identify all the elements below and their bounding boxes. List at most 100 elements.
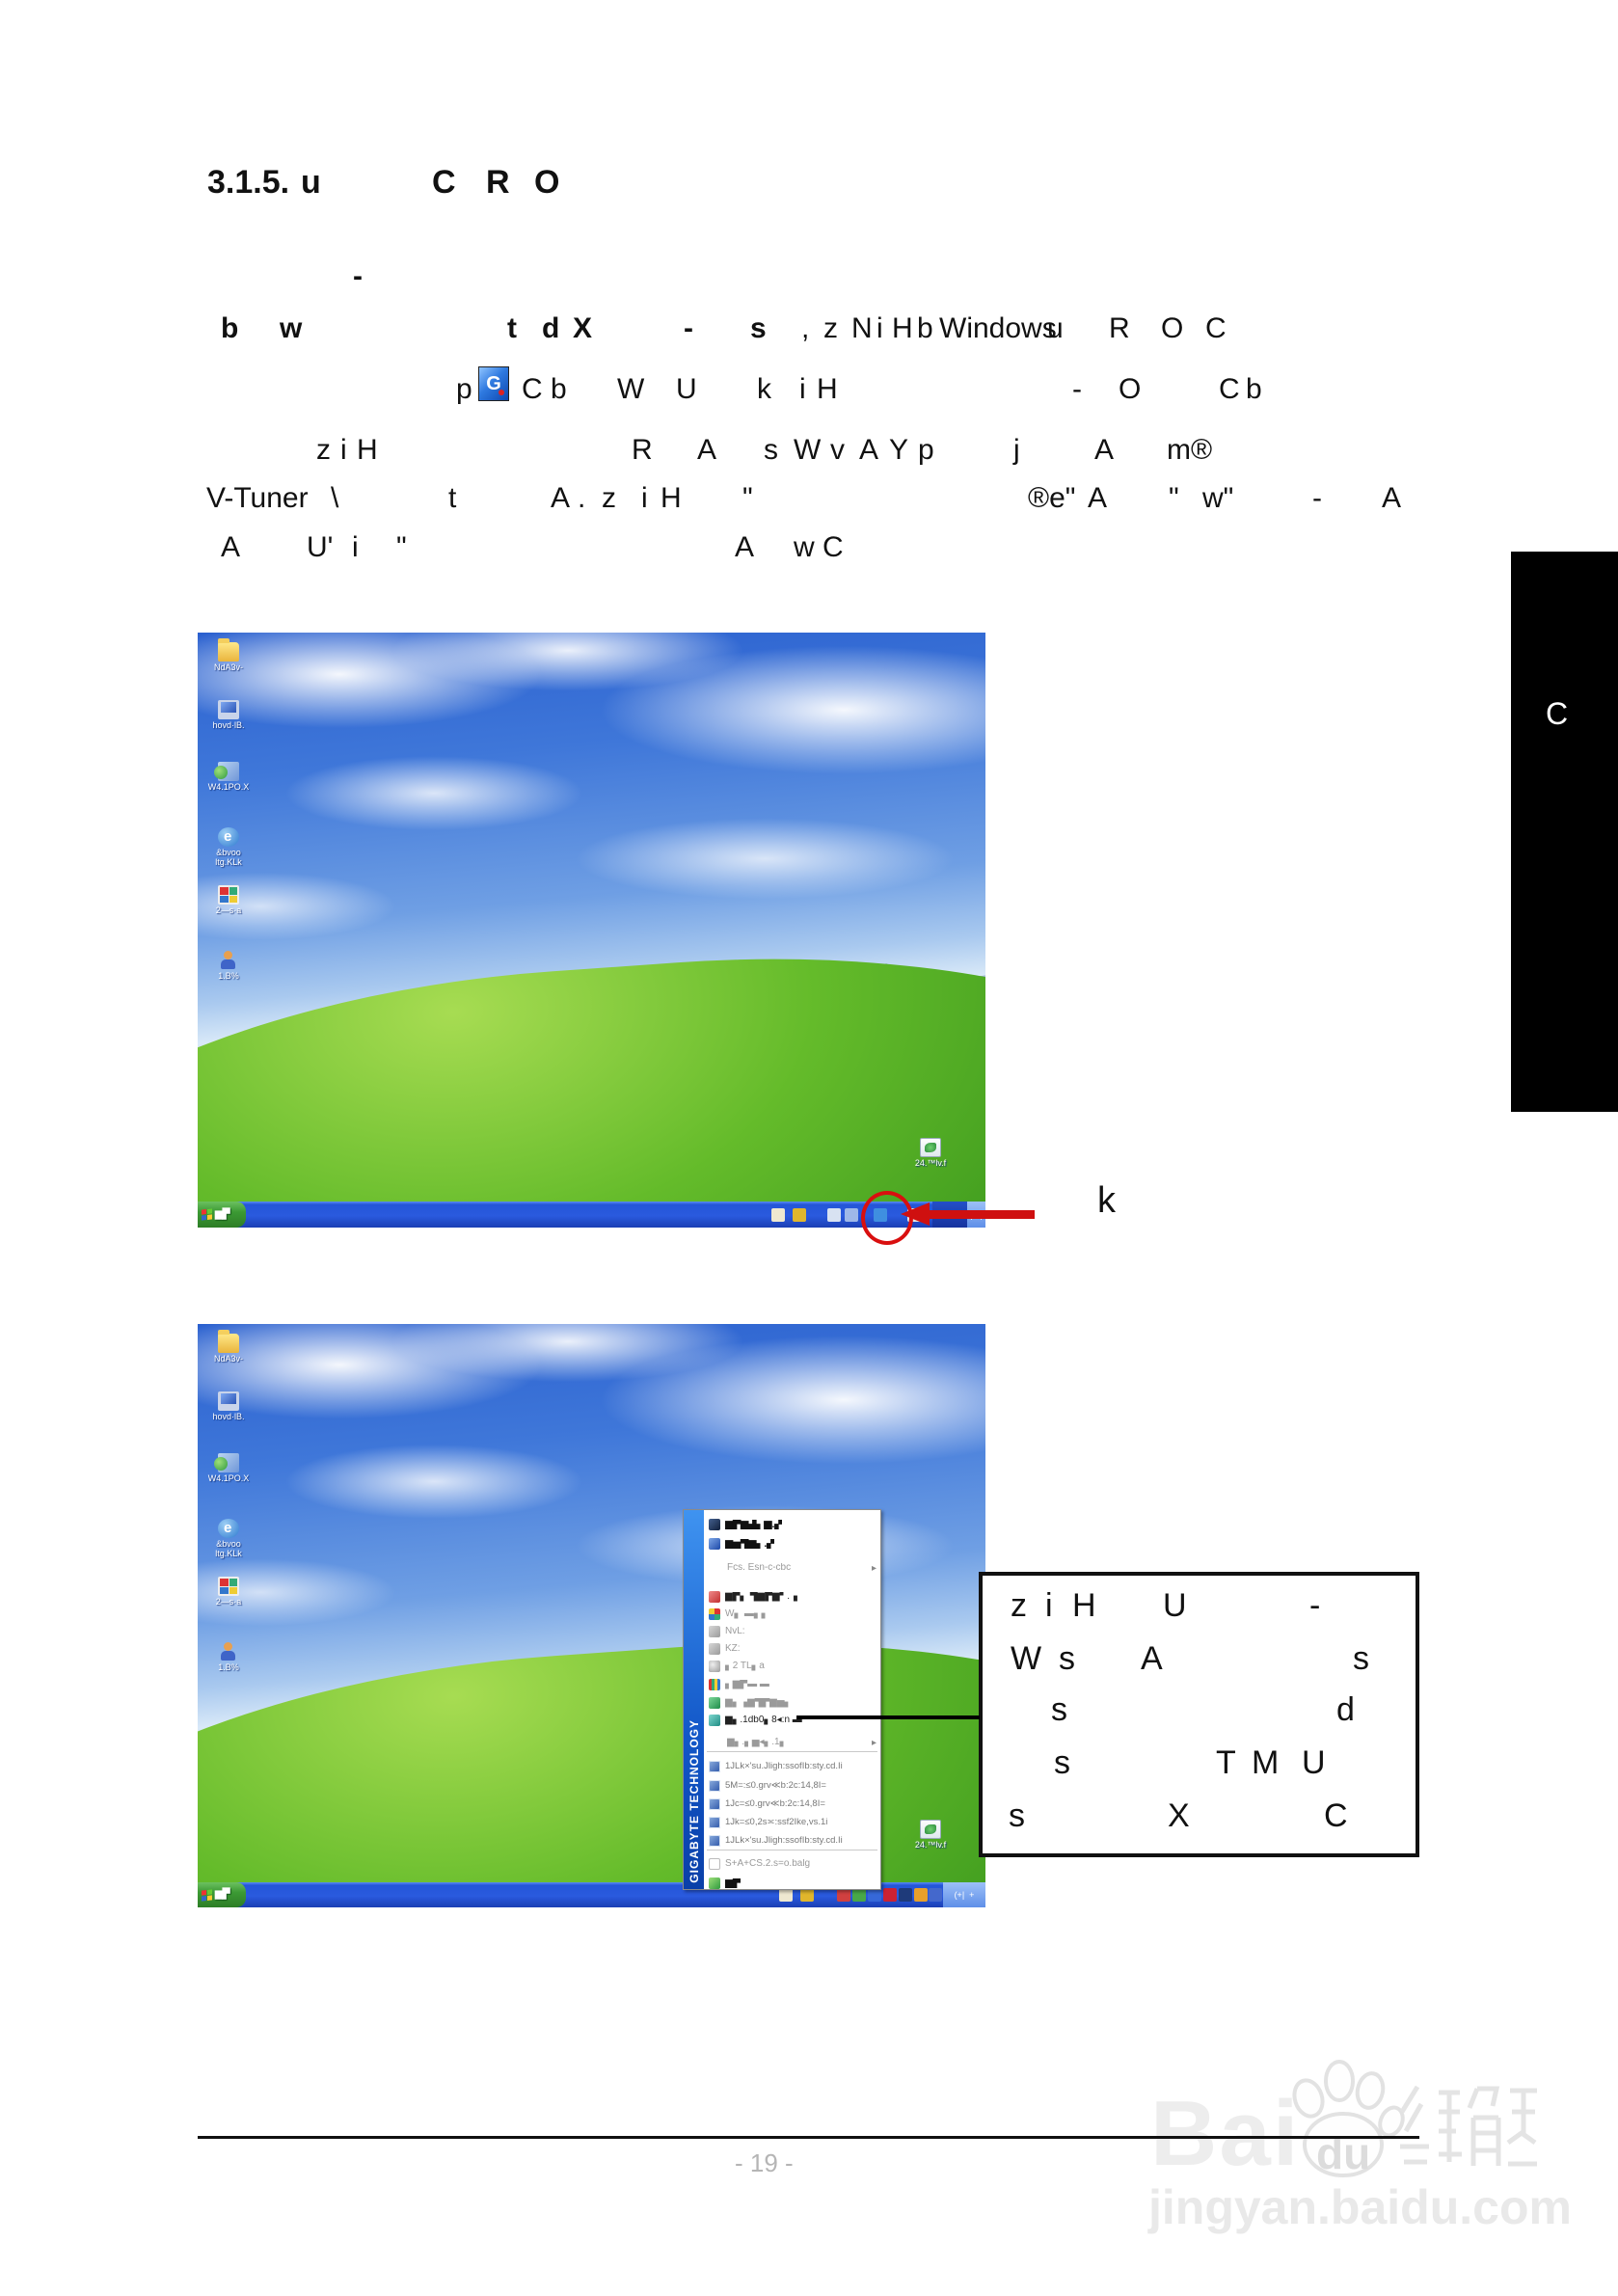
desktop-icon-user[interactable]: 1.B% (198, 951, 259, 981)
paragraph-token: \ (331, 482, 339, 514)
tray-icon[interactable] (852, 1888, 866, 1902)
menu-item[interactable]: 1JLk×'su.Jligh:ssofIb:sty.cd.Ii (704, 1832, 880, 1850)
note-box-token: d (1336, 1691, 1355, 1728)
menu-item[interactable]: S+A+CS.2.s=o.balg (704, 1855, 880, 1873)
tray-clock: (+| + (943, 1882, 985, 1907)
windows-flag-icon (202, 1888, 212, 1902)
desktop-icon-folder[interactable]: NdA3v- (198, 638, 259, 672)
desktop-icon-label: 24.™lv.f (914, 1840, 947, 1850)
menu-item[interactable]: Fcs. Esn-c-cbc ▸ (704, 1559, 880, 1577)
paragraph-token: i (799, 373, 806, 405)
menu-item-label: ▆▖.1db0▖8◂:n ▬ (725, 1715, 802, 1725)
tray-context-menu: GIGABYTE TECHNOLOGY ▆▛▆▟▖▆.▞ ▆▅▜▆▖.▞ Fcs. … (683, 1509, 881, 1890)
note-box-token: U (1163, 1587, 1187, 1624)
menu-item[interactable]: NvL: (704, 1623, 880, 1640)
tray-icon[interactable] (837, 1888, 850, 1902)
desktop-icon-ie[interactable]: &bvoo ltg.KLk (198, 1519, 259, 1558)
tray-icon[interactable] (914, 1888, 928, 1902)
desktop-icon-computer[interactable]: hovd·lB. (198, 700, 259, 730)
menu-item-label: S+A+CS.2.s=o.balg (725, 1859, 811, 1869)
paragraph-token: C (822, 531, 844, 563)
menu-item[interactable]: ▖▆▛▬ ▬ (704, 1676, 880, 1693)
network-icon (214, 762, 239, 781)
menu-item[interactable]: ▆▅▜▆▖.▞ (704, 1535, 880, 1553)
menu-item-label: ▆▛▆▟▖▆.▞ (725, 1519, 783, 1530)
paragraph-token: w" (1202, 482, 1234, 514)
start-button[interactable]: ▆▛ (198, 1882, 246, 1907)
start-button-label: ▆▛ (215, 1889, 230, 1900)
desktop-icon-label: 1.B% (218, 971, 239, 981)
tray-icon[interactable] (845, 1207, 858, 1222)
desktop-icon-ie[interactable]: &bvoo ltg.KLk (198, 827, 259, 867)
desktop-icon-computer[interactable]: hovd·lB. (198, 1391, 259, 1421)
menu-item[interactable]: 1JLk×'su.Jligh:ssofIb:sty.cd.Ii (704, 1758, 880, 1775)
menu-item[interactable]: KZ: (704, 1640, 880, 1658)
desktop-icon-folder[interactable]: NdA3v- (198, 1330, 259, 1364)
tray-icon[interactable] (793, 1207, 806, 1222)
note-box-token: U (1302, 1744, 1326, 1781)
menu-item[interactable]: ▆▖▗▆▜▛▆▅▖ (704, 1694, 880, 1712)
paragraph-token: z (316, 434, 331, 466)
desktop-icon-xp[interactable]: 2—s·a (198, 885, 259, 915)
desktop-icon-user[interactable]: 1.B% (198, 1642, 259, 1672)
note-box-token: M (1252, 1744, 1280, 1781)
folder-icon (218, 638, 239, 662)
menu-item-grid-icon (709, 1780, 720, 1792)
paragraph-token: U' (307, 531, 334, 563)
paragraph-token: k (757, 373, 771, 405)
desktop-icon-network[interactable]: W4.1PO.X (198, 1453, 259, 1483)
page-number: - 19 - (735, 2148, 794, 2177)
paragraph-token: N (851, 312, 873, 344)
menu-item-label: NvL: (725, 1627, 745, 1636)
paragraph-token: H (892, 312, 913, 344)
menu-item-grid-icon (709, 1835, 720, 1847)
menu-item[interactable]: ▖2 TL▖a (704, 1658, 880, 1675)
note-box-token: s (1051, 1691, 1067, 1728)
start-button[interactable]: ▆▛ (198, 1202, 246, 1228)
computer-icon (218, 1391, 239, 1411)
tray-icon[interactable] (868, 1888, 881, 1902)
tray-icon[interactable] (800, 1888, 814, 1902)
menu-item[interactable]: ▆▛▖ ▜▆▛▆▘.▗ (704, 1588, 880, 1606)
desktop-icon-xp[interactable]: 2—s·a (198, 1577, 259, 1607)
paragraph-token: O (1161, 312, 1184, 344)
paragraph-token: A (221, 531, 241, 563)
tray-icon[interactable] (883, 1888, 897, 1902)
menu-item[interactable]: ▆▛▆▟▖▆.▞ (704, 1516, 880, 1533)
note-box-token: A (1141, 1640, 1163, 1677)
paragraph-token: b (917, 312, 933, 344)
desktop-icon-recycle[interactable]: 24.™lv.f (900, 1820, 961, 1850)
tray-icon[interactable] (771, 1207, 785, 1222)
paragraph-token: A (551, 482, 571, 514)
menu-item[interactable]: 1Jk=≤0,2s≍:ssf2Ike,vs.1i (704, 1814, 880, 1831)
paragraph-token: z (602, 482, 616, 514)
tray-icon[interactable] (779, 1888, 793, 1902)
tray-icon[interactable] (827, 1207, 841, 1222)
tray-icon[interactable] (929, 1888, 942, 1902)
paragraph-token: " (1169, 482, 1179, 514)
paragraph-token: A (1382, 482, 1402, 514)
gigabyte-brand-label: GIGABYTE TECHNOLOGY (687, 1719, 701, 1883)
paragraph-token: H (817, 373, 838, 405)
menu-item[interactable]: ▆▖.1db0▖8◂:n ▬ (704, 1712, 880, 1729)
paragraph-token: t (448, 482, 457, 514)
paragraph-token: A (859, 434, 879, 466)
menu-item[interactable]: ▆▖.▖▅◂▖.1▖ ▸ (704, 1734, 880, 1751)
menu-item[interactable]: ▆▛ (704, 1875, 880, 1892)
desktop-icon-label: 1.B% (218, 1662, 239, 1672)
xp-icon (218, 885, 239, 905)
menu-item[interactable]: 1Jc=≤0.grv≪b:2c:14,8I= (704, 1796, 880, 1813)
menu-item-label: ▆▛ (725, 1877, 742, 1889)
paragraph-token: - (1072, 373, 1082, 405)
paragraph-token: Windows (939, 312, 1057, 344)
desktop-icon-network[interactable]: W4.1PO.X (198, 762, 259, 792)
paragraph-token: R (1109, 312, 1130, 344)
paragraph-token: b (221, 312, 239, 344)
windows-flag-icon (202, 1208, 212, 1221)
menu-item[interactable]: 5M=:≤0.grv≪b:2c:14,8I= (704, 1777, 880, 1795)
menu-item[interactable]: W▖ ▬▖▖ (704, 1606, 880, 1623)
desktop-icon-recycle[interactable]: 24.™lv.f (900, 1138, 961, 1168)
paragraph-token: s (764, 434, 778, 466)
tray-icon[interactable] (899, 1888, 912, 1902)
paragraph-token: U (676, 373, 697, 405)
